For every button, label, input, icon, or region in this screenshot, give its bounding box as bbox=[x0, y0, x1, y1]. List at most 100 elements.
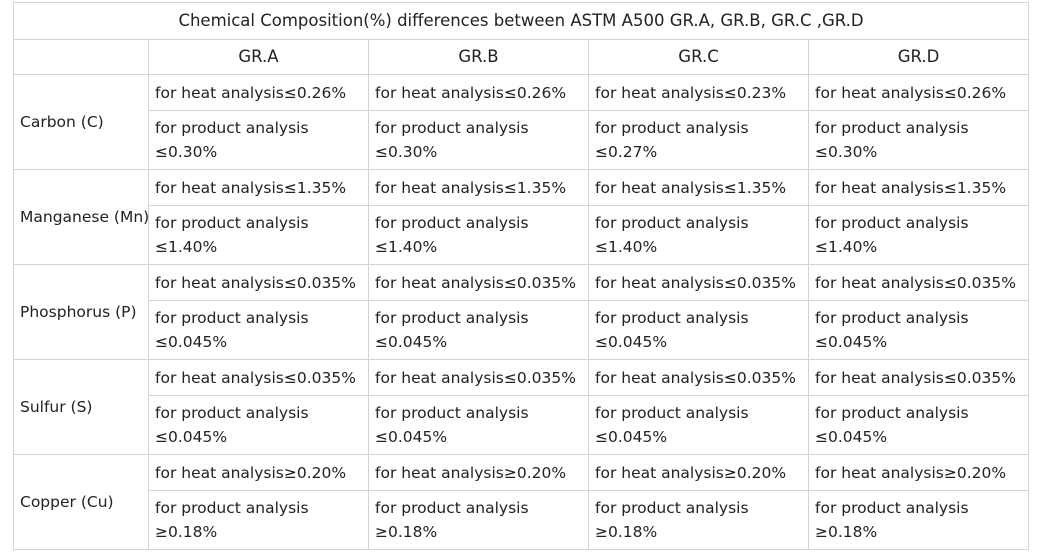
element-label-copper: Copper (Cu) bbox=[13, 454, 149, 550]
product-analysis-value: ≤0.045% bbox=[375, 428, 448, 446]
product-analysis-value: ≤1.40% bbox=[595, 238, 658, 256]
grade-header-a: GR.A bbox=[148, 39, 369, 75]
product-analysis-value: ≤0.045% bbox=[375, 333, 448, 351]
product-analysis-cell: for product analysis ≤0.045% bbox=[807, 395, 1030, 455]
product-analysis-cell: for product analysis ≥0.18% bbox=[148, 490, 369, 550]
product-analysis-value: ≤1.40% bbox=[375, 238, 438, 256]
element-label-phosphorus: Phosphorus (P) bbox=[13, 264, 149, 360]
product-analysis-label: for product analysis bbox=[155, 499, 309, 517]
product-analysis-value: ≥0.18% bbox=[375, 523, 438, 541]
product-analysis-cell: for product analysis ≥0.18% bbox=[368, 490, 589, 550]
heat-analysis-cell: for heat analysis≤0.26% bbox=[807, 74, 1030, 111]
product-analysis-label: for product analysis bbox=[375, 309, 529, 327]
heat-analysis-cell: for heat analysis≥0.20% bbox=[148, 454, 369, 491]
table-row: for product analysis ≤0.30% for product a… bbox=[14, 110, 1030, 170]
product-analysis-value: ≤0.30% bbox=[375, 143, 438, 161]
product-analysis-value: ≥0.18% bbox=[595, 523, 658, 541]
product-analysis-cell: for product analysis ≤0.30% bbox=[368, 110, 589, 170]
product-analysis-cell: for product analysis ≤0.30% bbox=[807, 110, 1030, 170]
product-analysis-label: for product analysis bbox=[155, 214, 309, 232]
heat-analysis-cell: for heat analysis≥0.20% bbox=[588, 454, 809, 491]
grade-header-d: GR.D bbox=[807, 39, 1030, 75]
heat-analysis-cell: for heat analysis≤0.035% bbox=[148, 264, 369, 301]
product-analysis-cell: for product analysis ≤0.045% bbox=[588, 300, 809, 360]
product-analysis-cell: for product analysis ≤0.045% bbox=[588, 395, 809, 455]
product-analysis-value: ≤0.045% bbox=[155, 428, 228, 446]
heat-analysis-cell: for heat analysis≤0.035% bbox=[368, 264, 589, 301]
product-analysis-cell: for product analysis ≤0.30% bbox=[148, 110, 369, 170]
product-analysis-label: for product analysis bbox=[815, 499, 969, 517]
product-analysis-label: for product analysis bbox=[595, 499, 749, 517]
heat-analysis-cell: for heat analysis≤0.035% bbox=[588, 264, 809, 301]
table-row: Carbon (C) for heat analysis≤0.26% for h… bbox=[13, 74, 1030, 170]
heat-analysis-cell: for heat analysis≥0.20% bbox=[368, 454, 589, 491]
product-analysis-label: for product analysis bbox=[815, 119, 969, 137]
product-analysis-label: for product analysis bbox=[375, 404, 529, 422]
grade-header-c: GR.C bbox=[588, 39, 809, 75]
product-analysis-value: ≤1.40% bbox=[155, 238, 218, 256]
product-analysis-value: ≤0.045% bbox=[815, 333, 888, 351]
product-analysis-label: for product analysis bbox=[595, 119, 749, 137]
heat-analysis-cell: for heat analysis≤0.035% bbox=[368, 359, 589, 396]
product-analysis-label: for product analysis bbox=[595, 309, 749, 327]
heat-analysis-cell: for heat analysis≤0.035% bbox=[588, 359, 809, 396]
heat-analysis-cell: for heat analysis≤0.035% bbox=[807, 359, 1030, 396]
heat-analysis-cell: for heat analysis≤0.26% bbox=[148, 74, 369, 111]
heat-analysis-cell: for heat analysis≤1.35% bbox=[807, 169, 1030, 206]
product-analysis-cell: for product analysis ≥0.18% bbox=[588, 490, 809, 550]
product-analysis-label: for product analysis bbox=[815, 214, 969, 232]
product-analysis-label: for product analysis bbox=[375, 214, 529, 232]
product-analysis-label: for product analysis bbox=[595, 404, 749, 422]
product-analysis-cell: for product analysis ≤0.27% bbox=[588, 110, 809, 170]
product-analysis-cell: for product analysis ≤1.40% bbox=[588, 205, 809, 265]
heat-analysis-cell: for heat analysis≤0.23% bbox=[588, 74, 809, 111]
product-analysis-value: ≤0.045% bbox=[595, 333, 668, 351]
heat-analysis-cell: for heat analysis≤0.26% bbox=[368, 74, 589, 111]
product-analysis-label: for product analysis bbox=[375, 499, 529, 517]
product-analysis-value: ≤1.40% bbox=[815, 238, 878, 256]
product-analysis-label: for product analysis bbox=[155, 404, 309, 422]
table-row: for product analysis ≤1.40% for product a… bbox=[14, 205, 1030, 265]
table-row: for product analysis ≥0.18% for product a… bbox=[14, 490, 1030, 550]
table-row: for product analysis ≤0.045% for product … bbox=[14, 300, 1030, 360]
product-analysis-cell: for product analysis ≤0.045% bbox=[807, 300, 1030, 360]
table-row: Phosphorus (P) for heat analysis≤0.035% … bbox=[13, 264, 1030, 360]
table-row: Sulfur (S) for heat analysis≤0.035% for … bbox=[13, 359, 1030, 455]
product-analysis-label: for product analysis bbox=[815, 309, 969, 327]
chemical-composition-table: Chemical Composition(%) differences betw… bbox=[12, 2, 1030, 550]
product-analysis-cell: for product analysis ≤0.045% bbox=[148, 300, 369, 360]
product-analysis-value: ≤0.045% bbox=[815, 428, 888, 446]
heat-analysis-cell: for heat analysis≤0.035% bbox=[148, 359, 369, 396]
product-analysis-cell: for product analysis ≥0.18% bbox=[807, 490, 1030, 550]
table-row: Manganese (Mn) for heat analysis≤1.35% f… bbox=[13, 169, 1030, 265]
element-label-sulfur: Sulfur (S) bbox=[13, 359, 149, 455]
product-analysis-label: for product analysis bbox=[155, 309, 309, 327]
element-label-manganese: Manganese (Mn) bbox=[13, 169, 149, 265]
product-analysis-label: for product analysis bbox=[595, 214, 749, 232]
product-analysis-value: ≥0.18% bbox=[815, 523, 878, 541]
product-analysis-value: ≤0.045% bbox=[595, 428, 668, 446]
table-row: Copper (Cu) for heat analysis≥0.20% for … bbox=[13, 454, 1030, 550]
grade-header-row: GR.A GR.B GR.C GR.D bbox=[13, 39, 1030, 75]
heat-analysis-cell: for heat analysis≤0.035% bbox=[807, 264, 1030, 301]
table-row: for product analysis ≤0.045% for product … bbox=[14, 395, 1030, 455]
heat-analysis-cell: for heat analysis≤1.35% bbox=[368, 169, 589, 206]
heat-analysis-cell: for heat analysis≥0.20% bbox=[807, 454, 1030, 491]
product-analysis-value: ≥0.18% bbox=[155, 523, 218, 541]
grade-header-b: GR.B bbox=[368, 39, 589, 75]
element-label-carbon: Carbon (C) bbox=[13, 74, 149, 170]
product-analysis-label: for product analysis bbox=[375, 119, 529, 137]
product-analysis-label: for product analysis bbox=[155, 119, 309, 137]
table-title: Chemical Composition(%) differences betw… bbox=[12, 2, 1030, 40]
product-analysis-value: ≤0.30% bbox=[815, 143, 878, 161]
product-analysis-cell: for product analysis ≤1.40% bbox=[807, 205, 1030, 265]
product-analysis-value: ≤0.045% bbox=[155, 333, 228, 351]
heat-analysis-cell: for heat analysis≤1.35% bbox=[148, 169, 369, 206]
product-analysis-cell: for product analysis ≤1.40% bbox=[368, 205, 589, 265]
product-analysis-value: ≤0.30% bbox=[155, 143, 218, 161]
product-analysis-cell: for product analysis ≤0.045% bbox=[368, 395, 589, 455]
product-analysis-label: for product analysis bbox=[815, 404, 969, 422]
product-analysis-cell: for product analysis ≤0.045% bbox=[148, 395, 369, 455]
heat-analysis-cell: for heat analysis≤1.35% bbox=[588, 169, 809, 206]
corner-cell bbox=[13, 39, 149, 75]
